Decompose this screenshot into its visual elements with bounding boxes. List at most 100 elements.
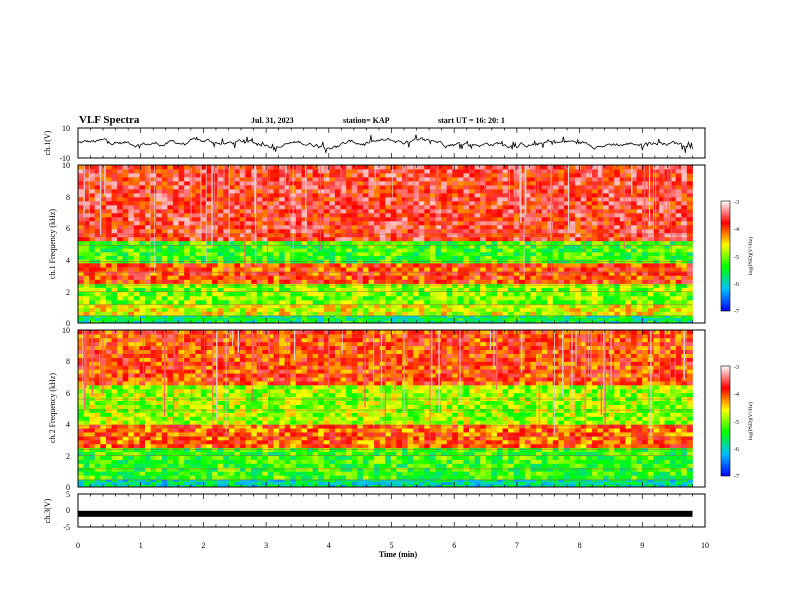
spectrogram-cell — [307, 248, 314, 253]
spectrogram-cell — [223, 176, 230, 182]
spectrogram-cell — [647, 481, 654, 485]
spectrogram-cell — [295, 267, 302, 272]
spectrogram-cell — [424, 317, 431, 321]
spectrogram-cell — [513, 287, 520, 293]
spectrogram-cell — [212, 307, 219, 312]
spectrogram-cell — [463, 232, 470, 238]
spectrogram-cell — [195, 262, 202, 268]
spectrogram-cell — [413, 315, 420, 319]
spectrogram-cell — [368, 188, 375, 194]
spectrogram-cell — [167, 196, 174, 202]
spectrogram-cell — [508, 192, 515, 198]
spectrogram-cell — [334, 279, 341, 284]
spectrogram-cell — [446, 287, 453, 293]
spectrogram-cell — [94, 304, 101, 309]
spectrogram-cell — [485, 311, 492, 316]
spectrogram-cell — [318, 271, 325, 276]
spectrogram-cell — [390, 248, 397, 253]
spectrogram-cell — [122, 196, 129, 202]
spectrogram-cell — [329, 255, 336, 260]
spectrogram-cell — [675, 212, 682, 218]
spectrogram-cell — [603, 307, 610, 312]
spectrogram-cell — [267, 307, 274, 312]
spectrogram-cell — [312, 295, 319, 301]
spectrogram-cell — [603, 320, 610, 324]
spectrogram-cell — [78, 212, 84, 218]
spectrogram-cell — [670, 172, 677, 178]
spectrogram-cell — [117, 168, 124, 174]
spectrogram-cell — [251, 224, 258, 230]
spectrogram-cell — [625, 311, 632, 316]
spectrogram-cell — [413, 236, 420, 242]
spectrogram-cell — [133, 228, 140, 234]
spectrogram-cell — [167, 188, 174, 194]
spectrogram-cell — [267, 216, 274, 222]
spectrogram-cell — [603, 165, 610, 170]
spectrogram-cell — [323, 320, 330, 324]
spectrogram-cell — [552, 283, 559, 289]
spectrogram-cell — [156, 168, 163, 174]
spectrogram-cell — [681, 248, 688, 253]
spectrogram-cell — [245, 204, 252, 210]
spectrogram-cell — [357, 176, 364, 182]
spectrogram-cell — [374, 208, 381, 214]
spectrogram-cell — [469, 481, 476, 485]
spectrogram-cell — [558, 220, 565, 226]
spectrogram-cell — [675, 220, 682, 226]
spectrogram-cell — [128, 320, 135, 324]
spectrogram-cell — [223, 267, 230, 272]
spectrogram-cell — [189, 299, 196, 305]
spectrogram-cell — [340, 204, 347, 210]
spectrogram-cell — [519, 481, 526, 485]
spectrogram-cell — [379, 208, 386, 214]
spectrogram-cell — [312, 315, 319, 319]
spectrogram-cell — [189, 279, 196, 284]
spectrogram-cell — [563, 283, 570, 289]
spectrogram-cell — [262, 299, 269, 305]
spectrogram-cell — [200, 244, 207, 249]
spectrogram-cell — [307, 228, 314, 234]
spectrogram-cell — [307, 204, 314, 210]
spectrogram-cell — [670, 208, 677, 214]
spectrogram-cell — [390, 267, 397, 272]
spectrogram-cell — [139, 299, 146, 305]
spectrogram-cell — [457, 267, 464, 272]
spectrogram-cell — [374, 224, 381, 230]
spectrogram-cell — [519, 291, 526, 297]
spectrogram-cell — [647, 192, 654, 198]
spectrogram-cell — [390, 275, 397, 280]
spectrogram-cell — [547, 165, 554, 170]
spectrogram-cell — [474, 291, 481, 297]
spectrogram-cell — [429, 299, 436, 305]
spectrogram-cell — [379, 224, 386, 230]
spectrogram-cell — [558, 299, 565, 305]
spectrogram-cell — [653, 244, 660, 249]
spectrogram-cell — [642, 295, 649, 301]
spectrogram-cell — [167, 200, 174, 206]
spectrogram-cell — [513, 267, 520, 272]
spectrogram-cell — [446, 307, 453, 312]
spectrogram-cell — [357, 320, 364, 324]
spectrogram-cell — [413, 176, 420, 182]
spectrogram-cell — [396, 315, 403, 319]
spectrogram-cell — [407, 236, 414, 242]
spectrogram-cell — [681, 216, 688, 222]
spectrogram-cell — [139, 295, 146, 301]
spectrogram-cell — [340, 200, 347, 206]
spectrogram-cell — [603, 248, 610, 253]
spectrogram-cell — [569, 262, 576, 268]
spectrogram-cell — [262, 180, 269, 186]
spectrogram-cell — [279, 165, 286, 170]
spectrogram-cell — [603, 481, 610, 485]
spectrogram-cell — [139, 188, 146, 194]
spectrogram-cell — [284, 172, 291, 178]
spectrogram-cell — [429, 228, 436, 234]
spectrogram-cell — [608, 311, 615, 316]
spectrogram-cell — [279, 216, 286, 222]
spectrogram-cell — [256, 475, 263, 480]
spectrogram-cell — [122, 311, 129, 316]
spectrogram-cell — [357, 315, 364, 319]
spectrogram-cell — [536, 275, 543, 280]
spectrogram-cell — [485, 255, 492, 260]
spectrogram-cell — [189, 275, 196, 280]
